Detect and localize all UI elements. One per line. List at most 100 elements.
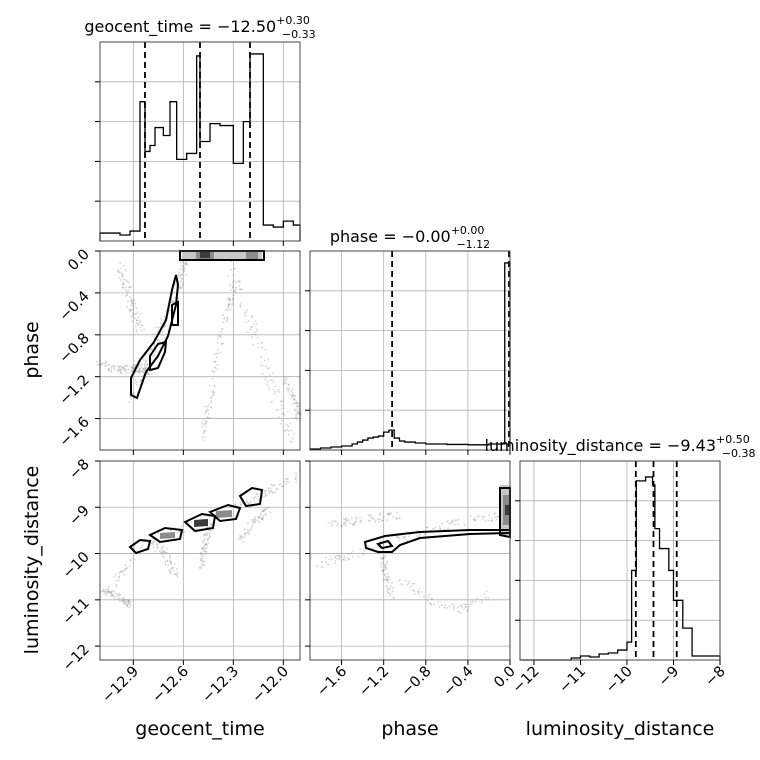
sample-point xyxy=(251,518,254,521)
sample-point xyxy=(226,309,229,312)
sample-point xyxy=(139,379,142,382)
sample-point xyxy=(402,537,405,540)
sample-point xyxy=(178,286,181,289)
sample-point xyxy=(344,518,347,521)
sample-point xyxy=(253,520,256,522)
sample-point xyxy=(372,516,374,519)
sample-point xyxy=(176,573,179,576)
sample-point xyxy=(170,299,173,302)
sample-point xyxy=(450,522,453,525)
sample-point xyxy=(273,484,276,487)
sample-point xyxy=(163,556,165,558)
sample-point xyxy=(473,519,476,522)
sample-point xyxy=(144,361,147,364)
sample-point xyxy=(261,341,264,344)
sample-point xyxy=(122,283,125,286)
sample-point xyxy=(247,502,250,505)
sample-point xyxy=(385,586,388,589)
sample-point xyxy=(251,325,254,328)
sample-point xyxy=(246,531,249,534)
sample-point xyxy=(257,346,260,349)
sample-point xyxy=(334,555,337,558)
sample-point xyxy=(343,555,345,558)
sample-point xyxy=(133,394,136,396)
sample-point xyxy=(262,510,265,512)
sample-point xyxy=(129,310,131,313)
sample-point xyxy=(180,264,183,267)
sample-point xyxy=(133,363,136,366)
sample-point xyxy=(399,583,402,585)
sample-point xyxy=(240,301,243,304)
sample-point xyxy=(134,302,136,305)
sample-point xyxy=(118,276,121,279)
sample-point xyxy=(391,590,394,593)
sample-point xyxy=(126,306,129,308)
sample-point xyxy=(121,599,124,602)
sample-point xyxy=(238,280,241,283)
sample-point xyxy=(247,533,250,536)
sample-point xyxy=(232,274,235,277)
sample-point xyxy=(250,325,252,328)
sample-point xyxy=(130,298,133,300)
sample-point xyxy=(128,308,131,311)
sample-point xyxy=(387,581,389,584)
sample-point xyxy=(122,600,125,603)
sample-point xyxy=(350,552,353,554)
sample-point xyxy=(207,541,210,544)
tick-label-x: −12.6 xyxy=(149,664,192,707)
sample-point xyxy=(199,567,201,570)
sample-point xyxy=(468,605,471,608)
sample-point xyxy=(204,429,206,432)
sample-point xyxy=(182,524,184,526)
sample-point xyxy=(411,589,414,592)
sample-point xyxy=(128,296,131,298)
sample-point xyxy=(163,550,166,553)
sample-point xyxy=(127,300,129,303)
sample-point xyxy=(483,515,486,518)
sample-point xyxy=(220,343,223,345)
sample-point xyxy=(108,591,111,594)
sample-point xyxy=(179,268,181,271)
sample-point xyxy=(179,287,182,290)
sample-point xyxy=(227,306,229,309)
sample-point xyxy=(134,379,137,381)
sample-point xyxy=(300,413,303,416)
sample-point xyxy=(408,580,410,583)
sample-point xyxy=(249,328,252,331)
sample-point xyxy=(256,328,259,331)
sample-point xyxy=(285,377,288,380)
sample-point xyxy=(111,589,114,592)
sample-point xyxy=(476,597,479,600)
sample-point xyxy=(144,368,147,371)
sample-point xyxy=(121,276,124,278)
sample-point xyxy=(241,288,243,291)
sample-point xyxy=(352,523,355,526)
contour xyxy=(148,526,184,544)
sample-point xyxy=(205,544,208,547)
sample-point xyxy=(204,550,207,553)
sample-point xyxy=(206,531,209,534)
contour xyxy=(376,539,394,550)
sample-point xyxy=(182,262,185,265)
sample-point xyxy=(344,518,346,521)
sample-point xyxy=(430,597,433,600)
contour xyxy=(238,486,264,508)
sample-point xyxy=(265,489,268,492)
sample-point xyxy=(169,560,172,563)
frame-geocent-phase xyxy=(99,250,301,451)
sample-point xyxy=(155,543,158,546)
tick-label-y: −9 xyxy=(66,503,92,529)
sample-point xyxy=(451,603,454,605)
sample-point xyxy=(342,523,345,526)
sample-point xyxy=(297,412,300,415)
sample-point xyxy=(166,548,168,551)
sample-point xyxy=(164,551,167,554)
xlabel-luminosity-distance: luminosity_distance xyxy=(526,718,715,740)
sample-point xyxy=(186,263,189,265)
sample-point xyxy=(170,561,173,564)
sample-point xyxy=(157,543,159,546)
sample-point xyxy=(439,528,442,531)
sample-point xyxy=(256,519,259,522)
contour xyxy=(183,512,217,533)
sample-point xyxy=(388,512,391,515)
